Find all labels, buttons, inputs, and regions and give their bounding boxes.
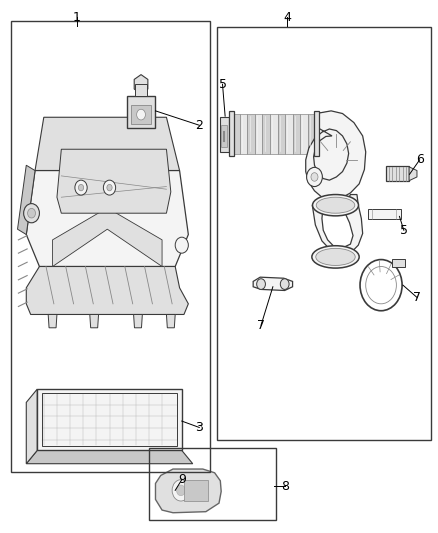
Text: 7: 7: [257, 319, 265, 332]
Bar: [217, 27, 431, 440]
Polygon shape: [253, 277, 293, 290]
Bar: [42, 393, 177, 446]
Text: 4: 4: [283, 11, 291, 23]
Text: 7: 7: [413, 291, 421, 304]
Bar: [262, 114, 270, 154]
Polygon shape: [90, 314, 99, 328]
Polygon shape: [57, 149, 171, 213]
Polygon shape: [53, 208, 162, 266]
Bar: [314, 111, 319, 156]
Bar: [255, 114, 262, 154]
Text: 5: 5: [400, 224, 408, 237]
Circle shape: [280, 279, 289, 289]
Bar: [232, 114, 240, 154]
Ellipse shape: [316, 248, 355, 265]
Ellipse shape: [312, 246, 359, 268]
Bar: [221, 125, 227, 147]
Text: 6: 6: [416, 154, 424, 166]
Bar: [220, 117, 229, 152]
Polygon shape: [26, 389, 37, 464]
Bar: [135, 84, 147, 96]
Bar: [127, 96, 155, 128]
Circle shape: [28, 208, 35, 218]
Circle shape: [137, 109, 145, 120]
Text: 9: 9: [178, 473, 186, 486]
Polygon shape: [18, 165, 35, 235]
Bar: [37, 389, 182, 450]
Bar: [293, 114, 300, 154]
Circle shape: [311, 173, 318, 181]
Bar: [285, 114, 293, 154]
Bar: [308, 114, 315, 154]
Circle shape: [107, 184, 112, 191]
Polygon shape: [409, 167, 417, 181]
Polygon shape: [48, 314, 57, 328]
Bar: [11, 21, 210, 472]
Circle shape: [103, 180, 116, 195]
Bar: [229, 111, 234, 156]
Polygon shape: [26, 266, 188, 314]
Bar: [270, 114, 278, 154]
Bar: [278, 114, 285, 154]
Bar: [131, 105, 151, 124]
Text: 1: 1: [73, 11, 81, 23]
Ellipse shape: [312, 195, 358, 216]
Bar: [392, 259, 405, 266]
Circle shape: [24, 204, 39, 223]
Bar: [149, 448, 276, 520]
Text: 8: 8: [281, 480, 289, 492]
Text: 2: 2: [195, 119, 203, 132]
Polygon shape: [35, 117, 180, 171]
Polygon shape: [155, 469, 221, 513]
Text: 5: 5: [219, 78, 226, 91]
Polygon shape: [166, 314, 175, 328]
Polygon shape: [26, 171, 188, 266]
Polygon shape: [312, 195, 363, 256]
Circle shape: [257, 279, 265, 289]
Ellipse shape: [316, 197, 355, 213]
Bar: [184, 480, 208, 501]
Bar: [300, 114, 308, 154]
Bar: [386, 166, 409, 181]
Circle shape: [307, 167, 322, 187]
Circle shape: [172, 480, 190, 501]
Circle shape: [177, 485, 185, 496]
Bar: [247, 114, 255, 154]
Bar: [240, 114, 247, 154]
Circle shape: [175, 237, 188, 253]
Circle shape: [75, 180, 87, 195]
Polygon shape: [134, 314, 142, 328]
Circle shape: [78, 184, 84, 191]
Text: 3: 3: [195, 421, 203, 434]
Polygon shape: [315, 112, 364, 195]
Polygon shape: [306, 111, 366, 200]
Polygon shape: [26, 450, 193, 464]
Bar: [368, 209, 401, 219]
Polygon shape: [134, 75, 148, 94]
